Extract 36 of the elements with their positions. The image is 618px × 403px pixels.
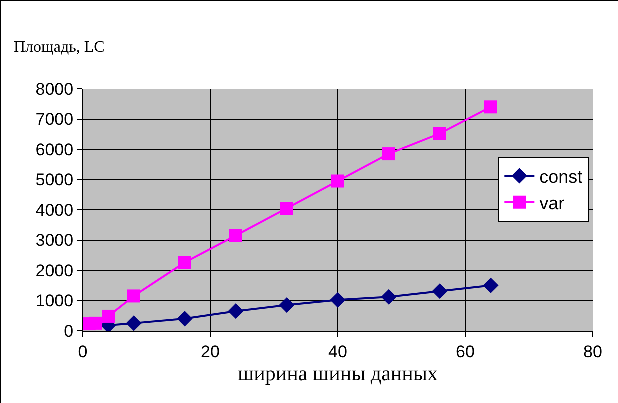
point <box>332 174 344 188</box>
point <box>280 202 294 215</box>
point <box>382 148 396 161</box>
legend-label: const <box>540 166 583 187</box>
point <box>230 229 242 242</box>
x-tick-label: 80 <box>584 342 602 362</box>
point <box>177 311 193 327</box>
point <box>128 290 140 303</box>
x-tick-label: 60 <box>456 342 475 362</box>
point <box>126 316 142 331</box>
y-tick-label: 5000 <box>36 170 74 190</box>
y-tick-label: 4000 <box>36 200 74 220</box>
point <box>279 297 295 314</box>
point <box>434 127 446 140</box>
point <box>330 292 346 308</box>
x-tick-label: 0 <box>78 342 88 362</box>
point <box>102 310 115 323</box>
y-tick-label: 2000 <box>36 261 74 280</box>
point <box>178 256 192 270</box>
point <box>484 100 498 114</box>
point <box>89 316 102 330</box>
x-tick-label: 20 <box>201 342 220 362</box>
y-tick-label: 0 <box>64 322 74 341</box>
y-tick-label: 3000 <box>36 231 74 250</box>
y-tick-label: 1000 <box>36 292 74 311</box>
x-axis-title: ширина шины данных <box>238 361 439 386</box>
x-tick-label: 40 <box>328 342 348 362</box>
y-axis-title: Площадь, LC <box>14 39 105 56</box>
point <box>228 304 244 320</box>
legend-label: var <box>540 193 565 214</box>
y-tick-label: 6000 <box>36 140 74 160</box>
y-tick-label: 8000 <box>36 80 74 99</box>
point <box>381 289 397 305</box>
point <box>432 284 448 300</box>
y-tick-label: 7000 <box>36 110 74 130</box>
point <box>483 278 499 294</box>
